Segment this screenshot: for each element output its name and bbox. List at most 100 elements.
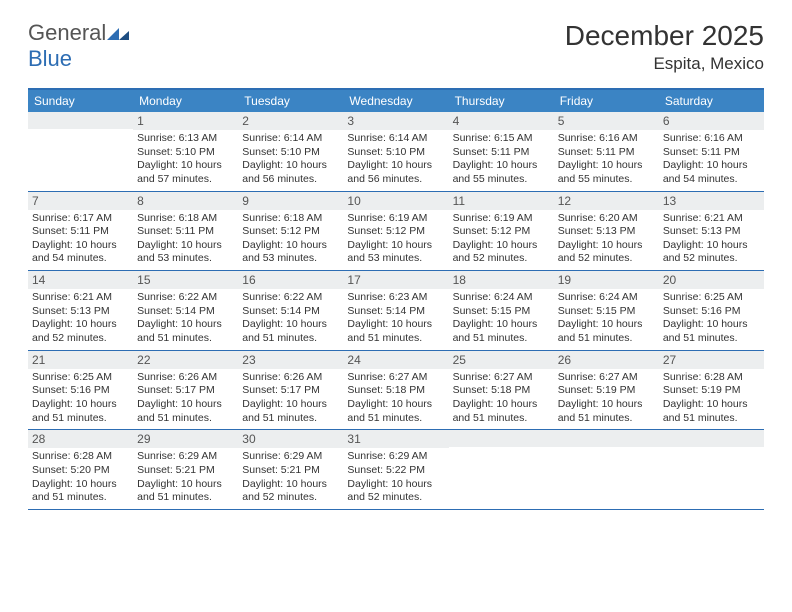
sunrise-text: Sunrise: 6:29 AM [137, 450, 234, 464]
day-details: Sunrise: 6:29 AMSunset: 5:21 PMDaylight:… [238, 450, 343, 505]
day-cell: 14Sunrise: 6:21 AMSunset: 5:13 PMDayligh… [28, 271, 133, 350]
daylight-text: Daylight: 10 hours and 57 minutes. [137, 159, 234, 186]
day-details: Sunrise: 6:27 AMSunset: 5:18 PMDaylight:… [343, 371, 448, 426]
sunrise-text: Sunrise: 6:25 AM [663, 291, 760, 305]
day-details: Sunrise: 6:25 AMSunset: 5:16 PMDaylight:… [28, 371, 133, 426]
day-number: 12 [554, 192, 659, 210]
calendar-page: GeneralBlue December 2025 Espita, Mexico… [0, 0, 792, 510]
sunrise-text: Sunrise: 6:27 AM [347, 371, 444, 385]
day-number-empty [659, 430, 764, 447]
sunset-text: Sunset: 5:18 PM [347, 384, 444, 398]
day-cell: 11Sunrise: 6:19 AMSunset: 5:12 PMDayligh… [449, 192, 554, 271]
day-number: 31 [343, 430, 448, 448]
day-cell [659, 430, 764, 509]
day-cell: 17 Sunrise: 6:23 AMSunset: 5:14 PMDayligh… [343, 271, 448, 350]
sunrise-text: Sunrise: 6:14 AM [347, 132, 444, 146]
sunrise-text: Sunrise: 6:24 AM [453, 291, 550, 305]
sunset-text: Sunset: 5:10 PM [242, 146, 339, 160]
weeks-container: 1Sunrise: 6:13 AMSunset: 5:10 PMDaylight… [28, 112, 764, 510]
daylight-text: Daylight: 10 hours and 51 minutes. [663, 398, 760, 425]
sunrise-text: Sunrise: 6:16 AM [558, 132, 655, 146]
day-cell: 2 Sunrise: 6:14 AMSunset: 5:10 PMDaylight… [238, 112, 343, 191]
day-cell: 7Sunrise: 6:17 AMSunset: 5:11 PMDaylight… [28, 192, 133, 271]
daylight-text: Daylight: 10 hours and 52 minutes. [347, 478, 444, 505]
sunrise-text: Sunrise: 6:25 AM [32, 371, 129, 385]
day-cell: 6Sunrise: 6:16 AMSunset: 5:11 PMDaylight… [659, 112, 764, 191]
sunset-text: Sunset: 5:13 PM [663, 225, 760, 239]
logo: GeneralBlue [28, 20, 129, 72]
day-details: Sunrise: 6:23 AMSunset: 5:14 PMDaylight:… [343, 291, 448, 346]
day-number-empty [554, 430, 659, 447]
sunset-text: Sunset: 5:16 PM [32, 384, 129, 398]
daylight-text: Daylight: 10 hours and 51 minutes. [347, 318, 444, 345]
sunrise-text: Sunrise: 6:22 AM [242, 291, 339, 305]
day-cell: 1Sunrise: 6:13 AMSunset: 5:10 PMDaylight… [133, 112, 238, 191]
sunrise-text: Sunrise: 6:28 AM [32, 450, 129, 464]
sunset-text: Sunset: 5:20 PM [32, 464, 129, 478]
day-details: Sunrise: 6:27 AMSunset: 5:18 PMDaylight:… [449, 371, 554, 426]
sunset-text: Sunset: 5:11 PM [453, 146, 550, 160]
day-cell: 26Sunrise: 6:27 AMSunset: 5:19 PMDayligh… [554, 351, 659, 430]
sunrise-text: Sunrise: 6:19 AM [453, 212, 550, 226]
sunrise-text: Sunrise: 6:18 AM [137, 212, 234, 226]
day-number: 3 [343, 112, 448, 130]
weekday-header: Saturday [659, 90, 764, 112]
sunrise-text: Sunrise: 6:20 AM [558, 212, 655, 226]
day-number: 17 [343, 271, 448, 289]
day-details: Sunrise: 6:20 AMSunset: 5:13 PMDaylight:… [554, 212, 659, 267]
sunrise-text: Sunrise: 6:14 AM [242, 132, 339, 146]
week-row: 14Sunrise: 6:21 AMSunset: 5:13 PMDayligh… [28, 271, 764, 351]
day-cell: 23Sunrise: 6:26 AMSunset: 5:17 PMDayligh… [238, 351, 343, 430]
day-details: Sunrise: 6:18 AMSunset: 5:12 PMDaylight:… [238, 212, 343, 267]
day-number-empty [449, 430, 554, 447]
day-cell: 18Sunrise: 6:24 AMSunset: 5:15 PMDayligh… [449, 271, 554, 350]
day-details: Sunrise: 6:14 AMSunset: 5:10 PMDaylight:… [238, 132, 343, 187]
day-number: 22 [133, 351, 238, 369]
sunset-text: Sunset: 5:11 PM [558, 146, 655, 160]
daylight-text: Daylight: 10 hours and 53 minutes. [347, 239, 444, 266]
sunset-text: Sunset: 5:11 PM [663, 146, 760, 160]
day-cell: 20Sunrise: 6:25 AMSunset: 5:16 PMDayligh… [659, 271, 764, 350]
daylight-text: Daylight: 10 hours and 51 minutes. [137, 318, 234, 345]
day-number: 19 [554, 271, 659, 289]
daylight-text: Daylight: 10 hours and 52 minutes. [453, 239, 550, 266]
day-cell: 9 Sunrise: 6:18 AMSunset: 5:12 PMDaylight… [238, 192, 343, 271]
sunset-text: Sunset: 5:22 PM [347, 464, 444, 478]
logo-text: GeneralBlue [28, 20, 129, 72]
day-details: Sunrise: 6:29 AMSunset: 5:22 PMDaylight:… [343, 450, 448, 505]
day-details: Sunrise: 6:27 AMSunset: 5:19 PMDaylight:… [554, 371, 659, 426]
day-details: Sunrise: 6:26 AMSunset: 5:17 PMDaylight:… [133, 371, 238, 426]
day-number-empty [28, 112, 133, 129]
daylight-text: Daylight: 10 hours and 53 minutes. [137, 239, 234, 266]
day-cell: 24Sunrise: 6:27 AMSunset: 5:18 PMDayligh… [343, 351, 448, 430]
day-cell: 12 Sunrise: 6:20 AMSunset: 5:13 PMDayligh… [554, 192, 659, 271]
day-cell: 15Sunrise: 6:22 AMSunset: 5:14 PMDayligh… [133, 271, 238, 350]
daylight-text: Daylight: 10 hours and 55 minutes. [558, 159, 655, 186]
sunset-text: Sunset: 5:10 PM [137, 146, 234, 160]
day-cell: 10Sunrise: 6:19 AMSunset: 5:12 PMDayligh… [343, 192, 448, 271]
day-number: 6 [659, 112, 764, 130]
title-block: December 2025 Espita, Mexico [565, 20, 764, 74]
weekday-header-row: SundayMondayTuesdayWednesdayThursdayFrid… [28, 90, 764, 112]
day-details: Sunrise: 6:28 AMSunset: 5:20 PMDaylight:… [28, 450, 133, 505]
sunset-text: Sunset: 5:12 PM [453, 225, 550, 239]
day-number: 9 [238, 192, 343, 210]
sunrise-text: Sunrise: 6:22 AM [137, 291, 234, 305]
sunrise-text: Sunrise: 6:24 AM [558, 291, 655, 305]
month-title: December 2025 [565, 20, 764, 52]
day-details: Sunrise: 6:13 AMSunset: 5:10 PMDaylight:… [133, 132, 238, 187]
day-number: 2 [238, 112, 343, 130]
daylight-text: Daylight: 10 hours and 51 minutes. [453, 398, 550, 425]
daylight-text: Daylight: 10 hours and 51 minutes. [558, 318, 655, 345]
daylight-text: Daylight: 10 hours and 51 minutes. [137, 398, 234, 425]
day-cell [449, 430, 554, 509]
sunrise-text: Sunrise: 6:29 AM [242, 450, 339, 464]
day-number: 30 [238, 430, 343, 448]
day-details: Sunrise: 6:24 AMSunset: 5:15 PMDaylight:… [449, 291, 554, 346]
day-details: Sunrise: 6:24 AMSunset: 5:15 PMDaylight:… [554, 291, 659, 346]
day-number: 14 [28, 271, 133, 289]
logo-part2: Blue [28, 46, 72, 71]
sunset-text: Sunset: 5:17 PM [137, 384, 234, 398]
daylight-text: Daylight: 10 hours and 51 minutes. [558, 398, 655, 425]
daylight-text: Daylight: 10 hours and 54 minutes. [32, 239, 129, 266]
